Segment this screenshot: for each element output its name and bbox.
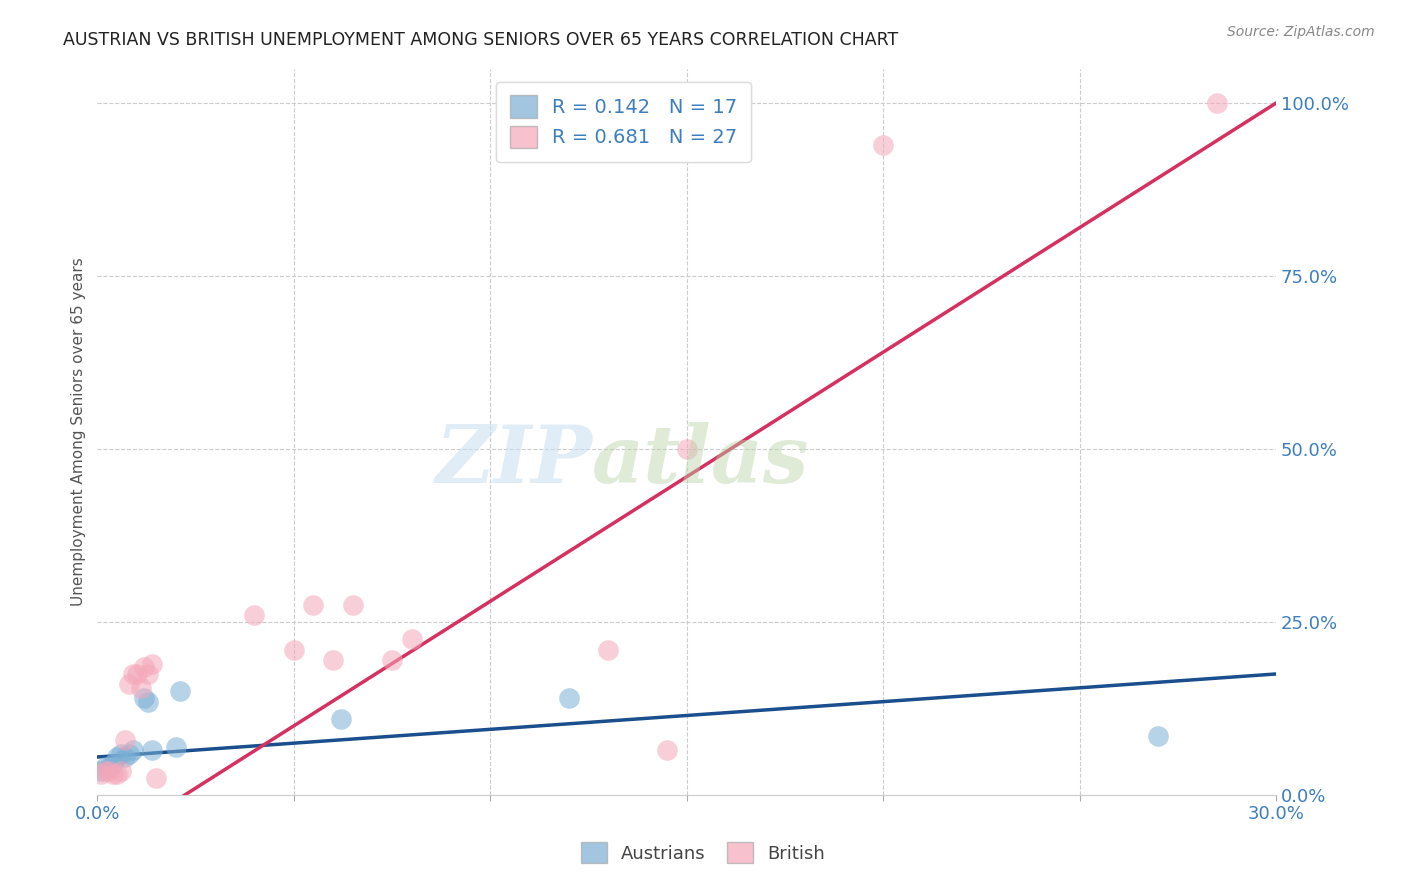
Point	[655, 743, 678, 757]
Point	[1147, 729, 1170, 743]
Point	[138, 667, 160, 681]
Point	[118, 677, 141, 691]
Point	[98, 760, 121, 774]
Point	[114, 732, 136, 747]
Point	[1206, 96, 1229, 111]
Legend: Austrians, British: Austrians, British	[571, 831, 835, 874]
Point	[134, 660, 156, 674]
Point	[114, 750, 136, 764]
Point	[118, 747, 141, 761]
Point	[322, 653, 344, 667]
Point	[141, 743, 163, 757]
Point	[872, 137, 894, 152]
Point	[329, 712, 352, 726]
Point	[101, 767, 124, 781]
Point	[125, 667, 148, 681]
Point	[243, 608, 266, 623]
Point	[105, 750, 128, 764]
Point	[302, 598, 325, 612]
Text: Source: ZipAtlas.com: Source: ZipAtlas.com	[1227, 25, 1375, 39]
Point	[342, 598, 364, 612]
Point	[94, 760, 117, 774]
Point	[94, 764, 117, 778]
Point	[138, 695, 160, 709]
Point	[129, 681, 152, 695]
Point	[675, 442, 697, 456]
Point	[90, 767, 112, 781]
Point	[141, 657, 163, 671]
Text: atlas: atlas	[592, 422, 810, 500]
Point	[101, 756, 124, 771]
Point	[110, 764, 132, 778]
Point	[90, 764, 112, 778]
Y-axis label: Unemployment Among Seniors over 65 years: Unemployment Among Seniors over 65 years	[72, 258, 86, 607]
Point	[121, 743, 143, 757]
Point	[558, 691, 581, 706]
Text: AUSTRIAN VS BRITISH UNEMPLOYMENT AMONG SENIORS OVER 65 YEARS CORRELATION CHART: AUSTRIAN VS BRITISH UNEMPLOYMENT AMONG S…	[63, 31, 898, 49]
Legend: R = 0.142   N = 17, R = 0.681   N = 27: R = 0.142 N = 17, R = 0.681 N = 27	[496, 82, 751, 161]
Point	[145, 771, 167, 785]
Point	[283, 642, 305, 657]
Point	[381, 653, 404, 667]
Point	[169, 684, 191, 698]
Point	[121, 667, 143, 681]
Point	[165, 739, 187, 754]
Point	[134, 691, 156, 706]
Point	[596, 642, 619, 657]
Point	[401, 632, 423, 647]
Point	[105, 767, 128, 781]
Point	[110, 747, 132, 761]
Point	[98, 764, 121, 778]
Text: ZIP: ZIP	[436, 422, 592, 500]
